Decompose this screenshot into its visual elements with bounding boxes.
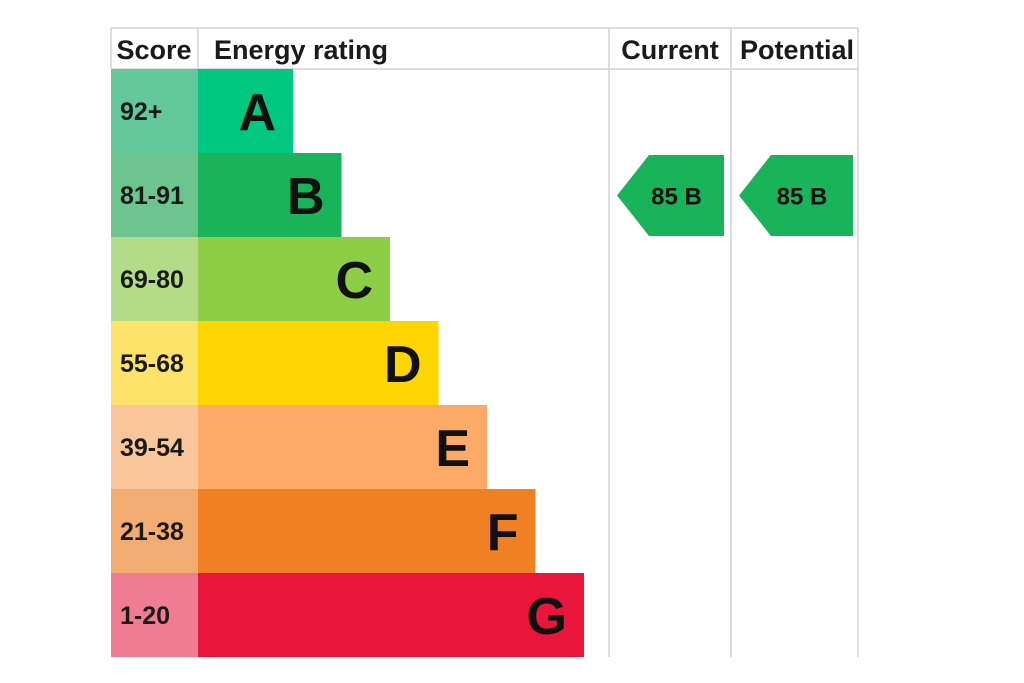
score-range-a: 92+ (120, 98, 162, 126)
score-cell-b (111, 153, 198, 237)
band-letter-b: B (287, 168, 325, 226)
current-rating-label: 85 B (651, 184, 702, 211)
header-current: Current (621, 35, 719, 65)
score-cell-a (111, 69, 198, 153)
band-bar-c (198, 237, 390, 321)
score-range-d: 55-68 (120, 350, 184, 378)
score-cell-e (111, 405, 198, 489)
score-range-e: 39-54 (120, 434, 184, 462)
score-range-b: 81-91 (120, 182, 184, 210)
band-letter-d: D (384, 336, 422, 394)
table-header: Score Energy rating Current Potential (116, 35, 854, 65)
band-bar-b (198, 153, 342, 237)
score-cell-d (111, 321, 198, 405)
score-cell-c (111, 237, 198, 321)
current-arrow (617, 155, 724, 236)
rating-arrows: 85 B 85 B (617, 155, 853, 236)
score-cell-g (111, 573, 198, 657)
score-range-f: 21-38 (120, 518, 184, 546)
score-cell-f (111, 489, 198, 573)
score-range-g: 1-20 (120, 602, 170, 630)
score-range-c: 69-80 (120, 266, 184, 294)
header-energy-rating: Energy rating (214, 35, 388, 65)
potential-rating-label: 85 B (777, 184, 828, 211)
rating-bands: 92+ A 81-91 B 69-80 C 55-68 D 39-54 E 21-38 F 1-20 G (111, 69, 584, 657)
band-letter-e: E (435, 420, 470, 478)
band-letter-a: A (238, 84, 276, 142)
band-bar-d (198, 321, 439, 405)
band-bar-a (198, 69, 293, 153)
band-letter-g: G (527, 588, 567, 646)
header-score: Score (116, 35, 191, 65)
band-bar-g (198, 573, 584, 657)
band-letter-f: F (487, 504, 519, 562)
band-bar-e (198, 405, 487, 489)
potential-arrow (739, 155, 853, 236)
header-potential: Potential (740, 35, 854, 65)
band-bar-f (198, 489, 536, 573)
band-letter-c: C (335, 252, 373, 310)
